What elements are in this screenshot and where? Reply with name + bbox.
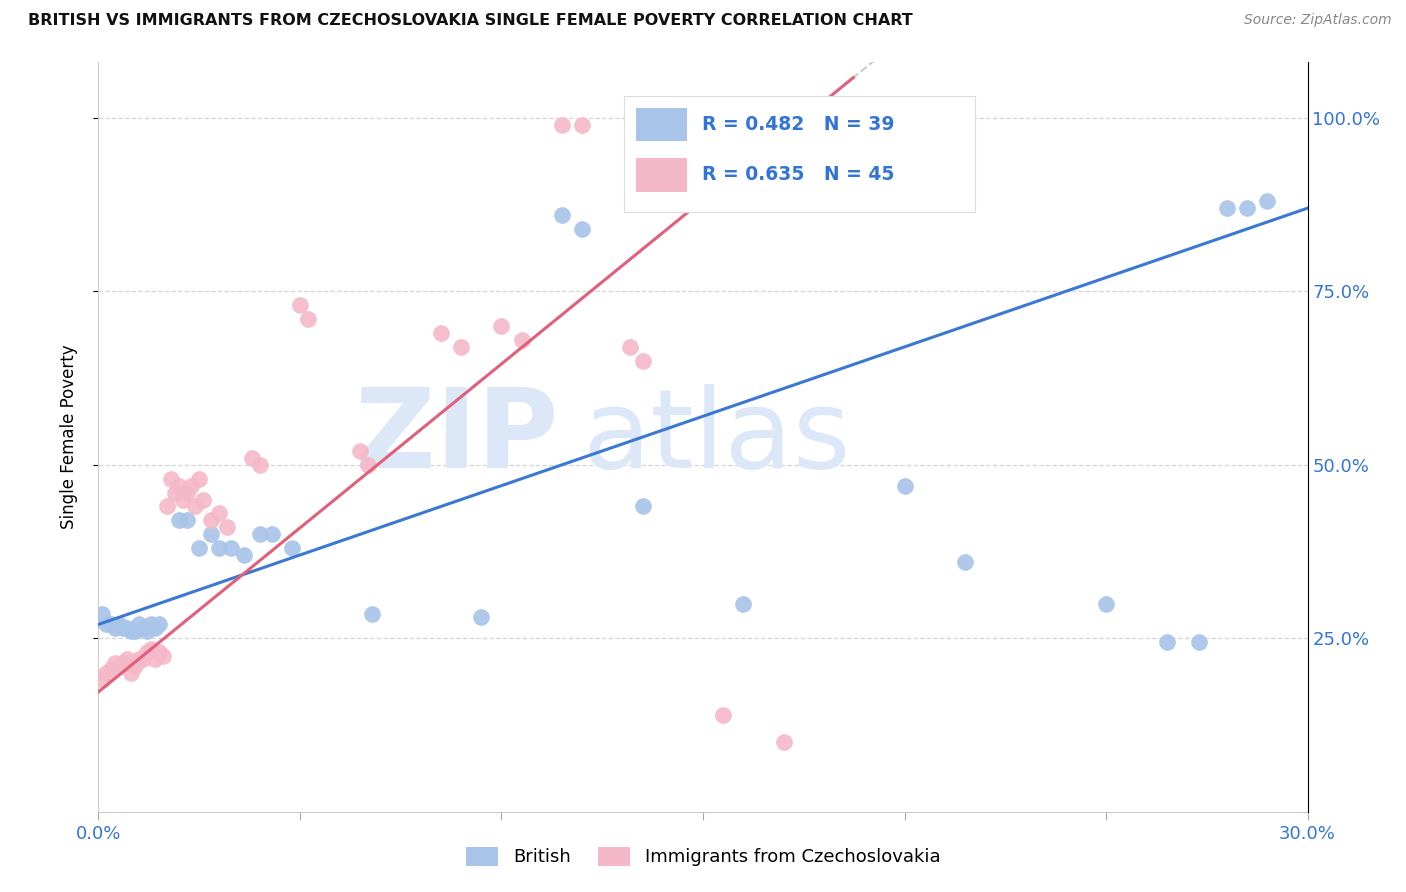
Point <box>103 656 125 670</box>
Point <box>631 353 654 368</box>
Point <box>232 548 254 562</box>
Point <box>733 597 755 611</box>
Point <box>111 621 134 635</box>
Legend: British, Immigrants from Czechoslovakia: British, Immigrants from Czechoslovakia <box>465 847 941 866</box>
Point <box>132 652 155 666</box>
Point <box>450 340 472 354</box>
Point <box>491 319 513 334</box>
Point <box>551 208 574 222</box>
Point <box>152 648 174 663</box>
Point <box>128 617 150 632</box>
FancyBboxPatch shape <box>624 96 976 212</box>
Point <box>115 621 138 635</box>
Point <box>139 617 162 632</box>
Point <box>953 555 976 569</box>
Point <box>128 652 150 666</box>
Point <box>361 607 384 621</box>
Point <box>148 645 170 659</box>
Point <box>172 492 194 507</box>
Text: R = 0.482   N = 39: R = 0.482 N = 39 <box>702 115 894 134</box>
Point <box>143 621 166 635</box>
Point <box>107 659 129 673</box>
Point <box>180 478 202 492</box>
Point <box>96 617 118 632</box>
Point <box>193 492 215 507</box>
Text: ZIP: ZIP <box>354 384 558 491</box>
Point <box>1236 201 1258 215</box>
Text: atlas: atlas <box>582 384 851 491</box>
Point <box>281 541 304 555</box>
Point <box>200 513 222 527</box>
Point <box>217 520 239 534</box>
Point <box>115 652 138 666</box>
Point <box>167 478 190 492</box>
Point <box>120 624 142 639</box>
Point <box>240 450 263 465</box>
Point <box>160 472 183 486</box>
Point <box>772 735 794 749</box>
Point <box>107 617 129 632</box>
Point <box>91 673 114 687</box>
Point <box>510 333 533 347</box>
Y-axis label: Single Female Poverty: Single Female Poverty <box>59 345 77 529</box>
Point <box>631 500 654 514</box>
Point <box>188 541 211 555</box>
Point <box>96 665 118 680</box>
Point <box>1156 634 1178 648</box>
Point <box>176 485 198 500</box>
Point <box>135 624 157 639</box>
Text: R = 0.635   N = 45: R = 0.635 N = 45 <box>702 165 894 185</box>
Point <box>221 541 243 555</box>
Point <box>120 665 142 680</box>
Point <box>288 298 311 312</box>
Point <box>148 617 170 632</box>
Point <box>103 621 125 635</box>
Point <box>167 513 190 527</box>
Point <box>156 500 179 514</box>
Point <box>1216 201 1239 215</box>
Point <box>249 458 271 472</box>
Point <box>176 513 198 527</box>
Point <box>249 527 271 541</box>
Point <box>619 340 641 354</box>
Point <box>132 621 155 635</box>
Point <box>430 326 453 340</box>
Point <box>260 527 283 541</box>
Point <box>200 527 222 541</box>
Point <box>100 617 122 632</box>
Point <box>893 478 915 492</box>
FancyBboxPatch shape <box>637 108 688 142</box>
Point <box>297 312 319 326</box>
Text: BRITISH VS IMMIGRANTS FROM CZECHOSLOVAKIA SINGLE FEMALE POVERTY CORRELATION CHAR: BRITISH VS IMMIGRANTS FROM CZECHOSLOVAKI… <box>28 13 912 29</box>
Point <box>124 659 146 673</box>
Point <box>1095 597 1118 611</box>
Point <box>470 610 492 624</box>
Text: Source: ZipAtlas.com: Source: ZipAtlas.com <box>1244 13 1392 28</box>
FancyBboxPatch shape <box>637 158 688 192</box>
Point <box>163 485 186 500</box>
Point <box>571 222 593 236</box>
Point <box>571 118 593 132</box>
Point <box>188 472 211 486</box>
Point <box>1188 634 1211 648</box>
Point <box>139 641 162 656</box>
Point <box>551 118 574 132</box>
Point <box>124 624 146 639</box>
Point <box>349 444 371 458</box>
Point <box>91 607 114 621</box>
Point <box>1256 194 1278 209</box>
Point <box>111 656 134 670</box>
Point <box>184 500 207 514</box>
Point <box>357 458 380 472</box>
Point <box>100 663 122 677</box>
Point <box>208 507 231 521</box>
Point <box>143 652 166 666</box>
Point <box>711 707 734 722</box>
Point <box>208 541 231 555</box>
Point <box>135 645 157 659</box>
